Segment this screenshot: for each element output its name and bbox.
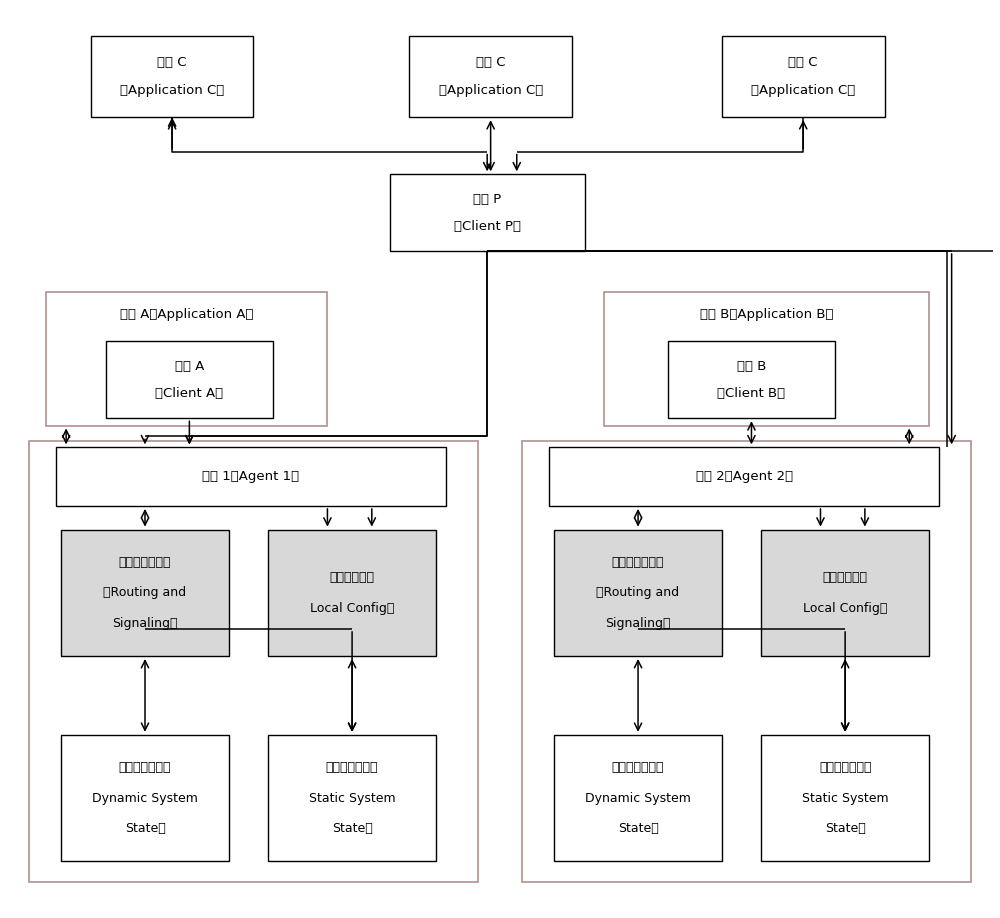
FancyBboxPatch shape [549,447,939,506]
Text: （Client B）: （Client B） [717,387,786,400]
Text: Static System: Static System [802,791,888,804]
Text: Signaling）: Signaling） [605,617,671,630]
Text: 路由状态、策略: 路由状态、策略 [612,555,664,568]
FancyBboxPatch shape [554,530,722,656]
Text: 终端 A: 终端 A [175,360,204,373]
Text: 局部上下文（: 局部上下文（ [823,571,868,584]
FancyBboxPatch shape [409,36,572,118]
Text: 应用 B（Application B）: 应用 B（Application B） [700,308,833,321]
Text: State）: State） [618,823,658,835]
FancyBboxPatch shape [106,341,273,419]
FancyBboxPatch shape [761,734,929,861]
FancyBboxPatch shape [46,292,327,426]
Text: Dynamic System: Dynamic System [585,791,691,804]
FancyBboxPatch shape [554,734,722,861]
FancyBboxPatch shape [390,174,585,251]
Text: Signaling）: Signaling） [112,617,178,630]
Text: 路由状态、策略: 路由状态、策略 [119,555,171,568]
Text: Static System: Static System [309,791,395,804]
FancyBboxPatch shape [722,36,885,118]
FancyBboxPatch shape [61,734,229,861]
Text: 静态系统状态（: 静态系统状态（ [819,761,871,774]
FancyBboxPatch shape [61,530,229,656]
Text: 终端 B: 终端 B [737,360,766,373]
Text: （Routing and: （Routing and [596,587,680,599]
Text: Dynamic System: Dynamic System [92,791,198,804]
Text: （Application C）: （Application C） [120,84,224,96]
Text: 终端 P: 终端 P [473,193,501,206]
Text: 终端 2（Agent 2）: 终端 2（Agent 2） [696,470,793,483]
FancyBboxPatch shape [268,734,436,861]
FancyBboxPatch shape [29,441,478,882]
Text: State）: State） [125,823,165,835]
FancyBboxPatch shape [56,447,446,506]
Text: （Application C）: （Application C） [751,84,855,96]
Text: 应用 C: 应用 C [476,57,505,70]
Text: （Client A）: （Client A） [155,387,223,400]
Text: （Client P）: （Client P） [454,219,521,232]
FancyBboxPatch shape [91,36,253,118]
Text: 终端 1（Agent 1）: 终端 1（Agent 1） [202,470,300,483]
Text: Local Config）: Local Config） [310,601,394,615]
Text: Local Config）: Local Config） [803,601,887,615]
Text: 应用 A（Application A）: 应用 A（Application A） [120,308,254,321]
Text: 应用 C: 应用 C [157,57,187,70]
Text: 应用 C: 应用 C [788,57,818,70]
FancyBboxPatch shape [268,530,436,656]
Text: State）: State） [332,823,372,835]
Text: 局部上下文（: 局部上下文（ [330,571,375,584]
Text: （Application C）: （Application C） [439,84,543,96]
FancyBboxPatch shape [761,530,929,656]
Text: 动态系统状态（: 动态系统状态（ [119,761,171,774]
FancyBboxPatch shape [522,441,971,882]
Text: 动态系统状态（: 动态系统状态（ [612,761,664,774]
Text: 静态系统状态（: 静态系统状态（ [326,761,378,774]
FancyBboxPatch shape [668,341,835,419]
Text: State）: State） [825,823,866,835]
FancyBboxPatch shape [604,292,929,426]
Text: （Routing and: （Routing and [103,587,187,599]
